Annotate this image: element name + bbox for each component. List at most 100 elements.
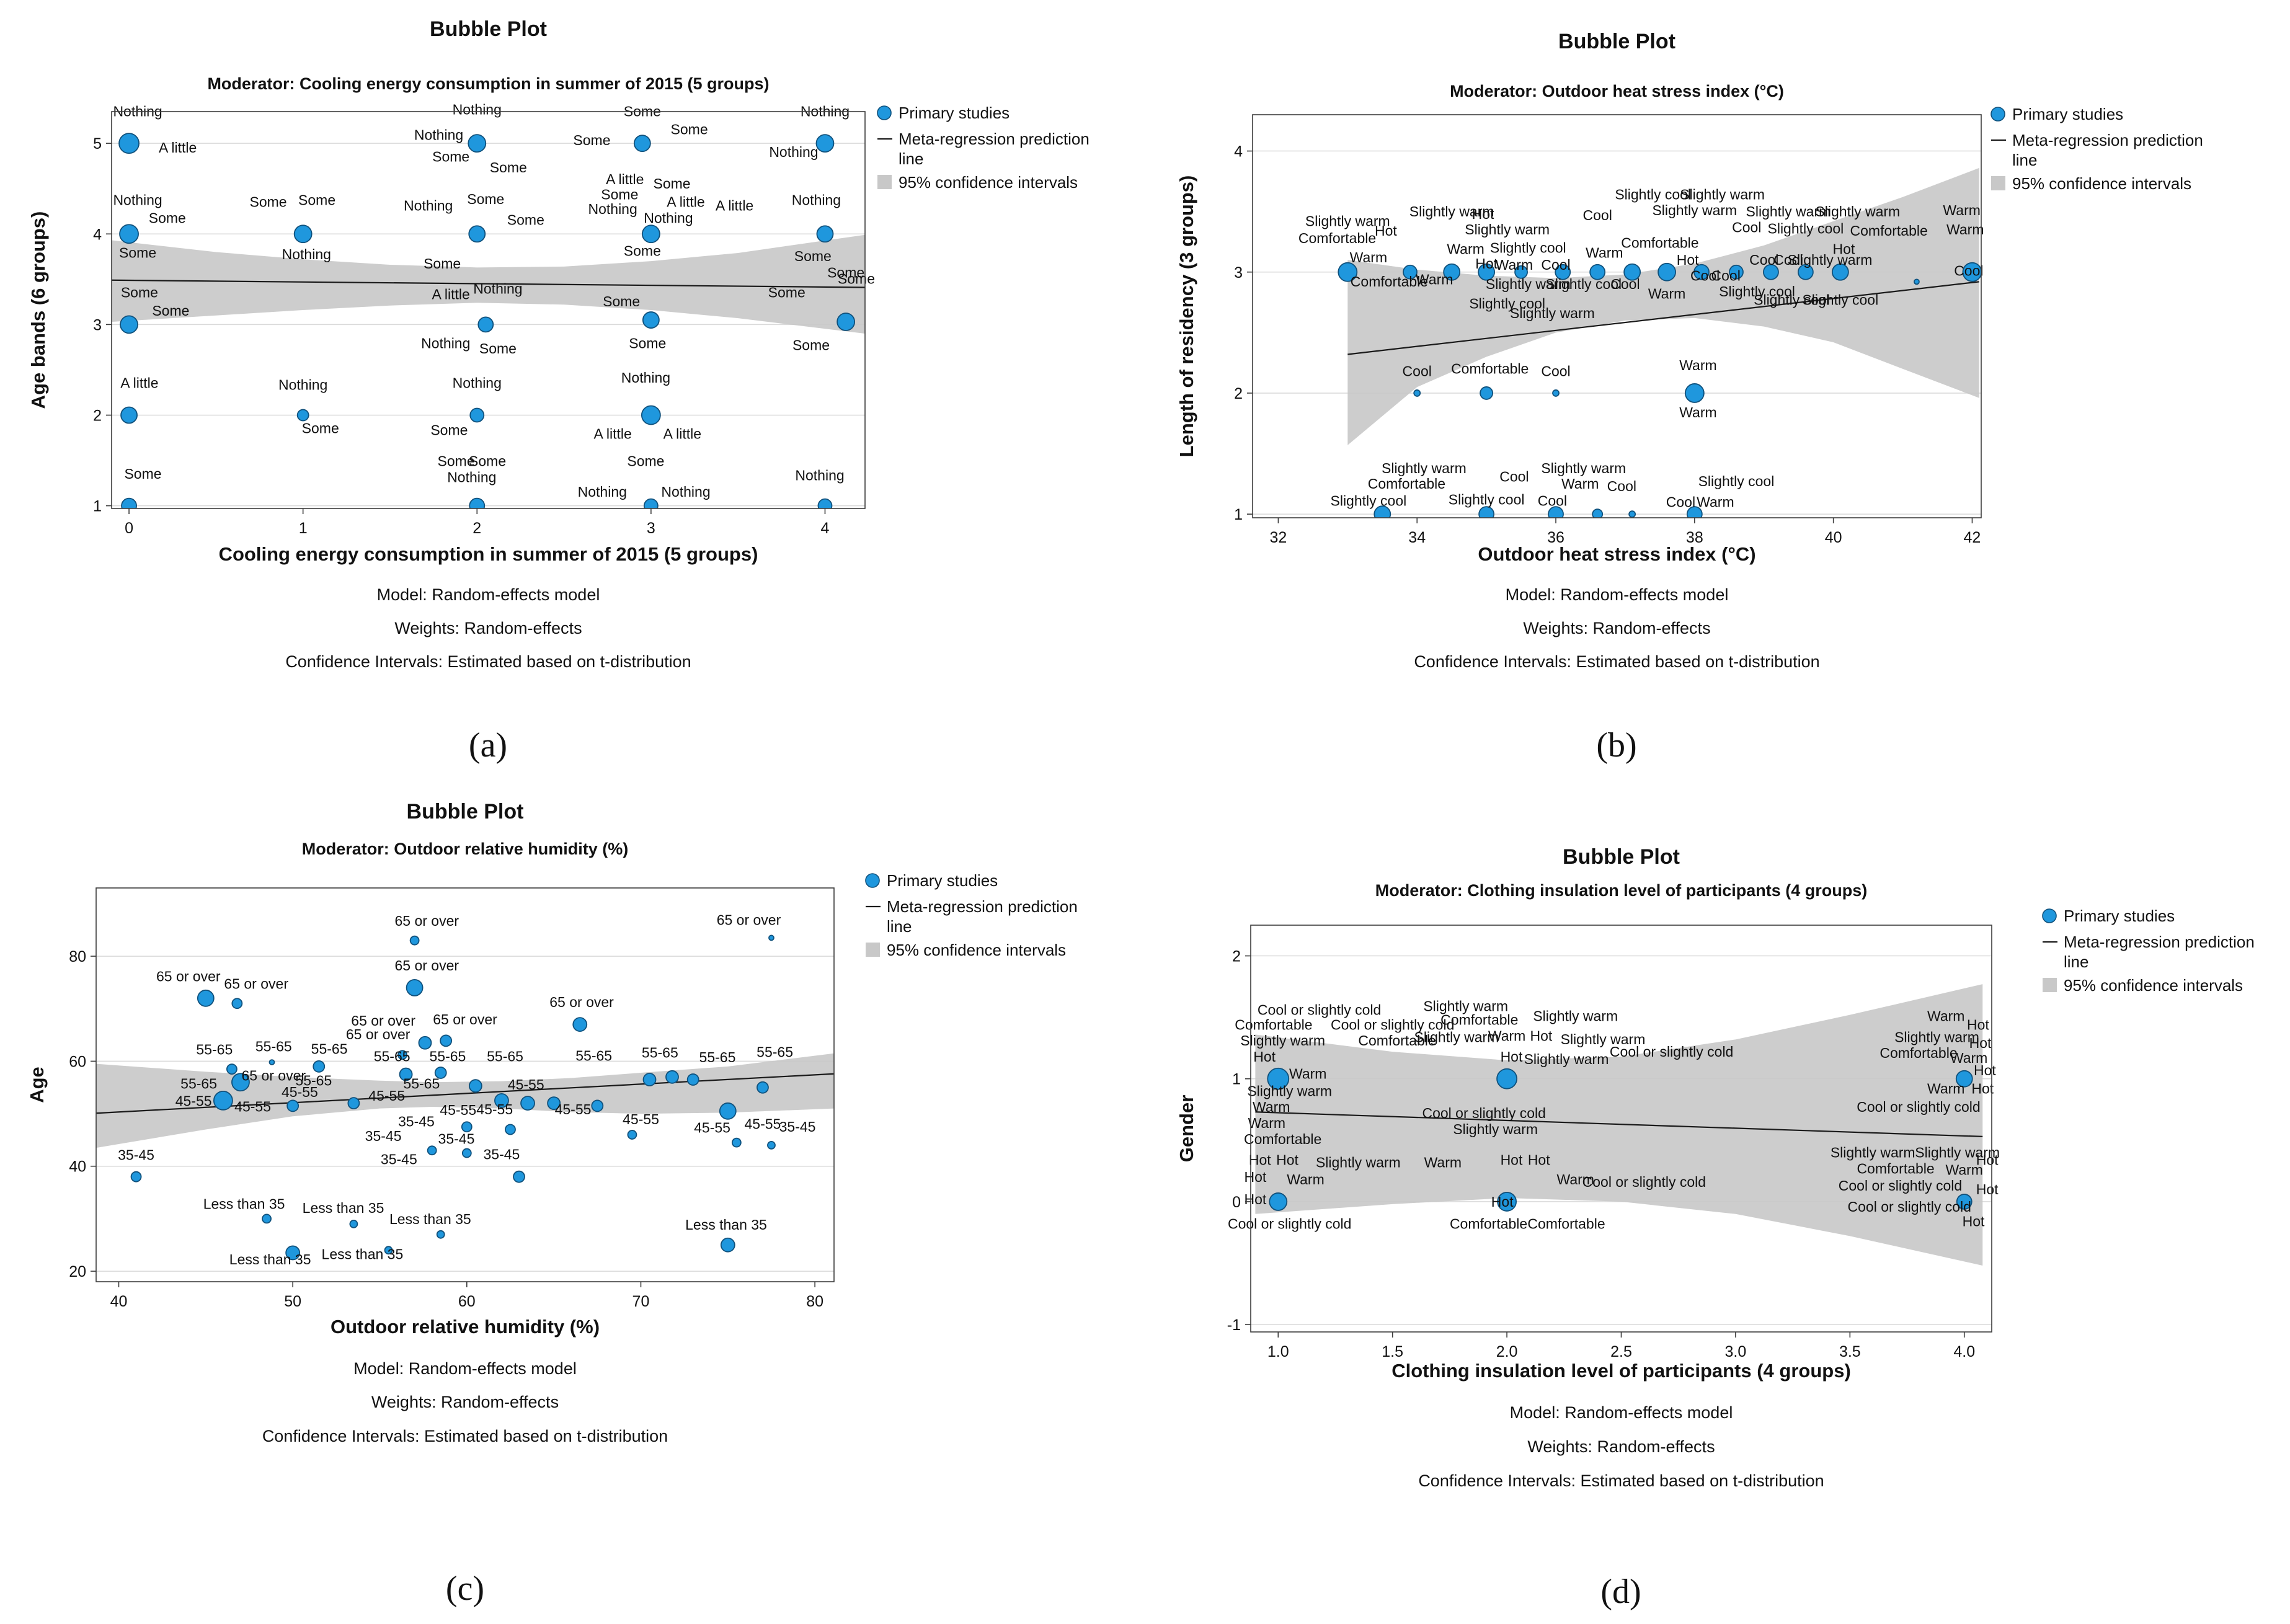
svg-text:3: 3 [1234, 264, 1243, 282]
svg-text:Some: Some [152, 303, 189, 319]
svg-text:Cool: Cool [1954, 263, 1983, 279]
svg-text:Less than 35: Less than 35 [203, 1196, 285, 1212]
svg-text:70: 70 [632, 1293, 650, 1310]
svg-text:A little: A little [432, 286, 469, 302]
svg-text:Warm: Warm [1943, 202, 1980, 218]
svg-text:Meta-regression prediction: Meta-regression prediction [2064, 933, 2255, 951]
svg-text:Comfortable: Comfortable [1879, 1045, 1957, 1061]
svg-text:34: 34 [1408, 529, 1426, 546]
svg-text:Slightly warm: Slightly warm [1746, 203, 1831, 220]
svg-text:Some: Some [627, 453, 664, 469]
svg-text:Meta-regression prediction: Meta-regression prediction [899, 130, 1090, 148]
svg-text:Less than 35: Less than 35 [303, 1200, 384, 1216]
svg-text:Slightly cool: Slightly cool [1331, 492, 1407, 508]
svg-text:45-55: 45-55 [508, 1076, 544, 1093]
svg-text:45-55: 45-55 [623, 1111, 659, 1127]
svg-text:Some: Some [249, 193, 286, 210]
svg-text:Hot: Hot [1963, 1214, 1985, 1230]
svg-text:Comfortable: Comfortable [1527, 1216, 1605, 1232]
svg-text:Some: Some [629, 335, 666, 351]
panel-b: Bubble Plot Moderator: Outdoor heat stres… [1166, 12, 2288, 788]
svg-text:4: 4 [1234, 143, 1243, 161]
svg-text:Warm: Warm [1496, 257, 1533, 273]
svg-text:Nothing: Nothing [769, 144, 818, 160]
svg-text:Hot: Hot [1491, 1194, 1514, 1210]
svg-text:95% confidence intervals: 95% confidence intervals [899, 173, 1078, 192]
svg-text:2: 2 [93, 407, 102, 424]
svg-text:Warm: Warm [1287, 1171, 1324, 1187]
svg-text:Moderator: Cooling energy cons: Moderator: Cooling energy consumption in… [207, 74, 769, 93]
svg-text:40: 40 [110, 1293, 128, 1310]
svg-text:1: 1 [1234, 506, 1243, 523]
svg-text:Model: Random-effects model: Model: Random-effects model [377, 585, 600, 604]
svg-text:Length of residency (3 groups): Length of residency (3 groups) [1176, 175, 1197, 458]
svg-text:Comfortable: Comfortable [1621, 235, 1698, 251]
svg-text:Bubble Plot: Bubble Plot [407, 800, 524, 823]
svg-text:Slightly warm: Slightly warm [1414, 1029, 1499, 1045]
svg-text:20: 20 [69, 1263, 86, 1280]
svg-text:Warm: Warm [1950, 1050, 1987, 1066]
svg-text:35-45: 35-45 [381, 1151, 417, 1167]
svg-text:Slightly warm: Slightly warm [1409, 203, 1494, 220]
svg-text:Comfortable: Comfortable [1450, 1216, 1527, 1232]
svg-text:Hot: Hot [1971, 1081, 1994, 1097]
svg-text:Warm: Warm [1648, 286, 1685, 302]
svg-text:40: 40 [1825, 529, 1842, 546]
svg-text:1: 1 [93, 498, 102, 515]
svg-text:Cool: Cool [1403, 363, 1432, 379]
svg-text:35-45: 35-45 [779, 1119, 816, 1135]
svg-text:Slightly warm: Slightly warm [1510, 305, 1595, 321]
svg-text:3.0: 3.0 [1725, 1343, 1747, 1360]
svg-text:55-65: 55-65 [699, 1049, 736, 1065]
svg-text:55-65: 55-65 [180, 1075, 217, 1091]
svg-text:Comfortable: Comfortable [1244, 1131, 1321, 1147]
svg-text:Hot: Hot [1244, 1169, 1266, 1185]
svg-text:line: line [899, 149, 923, 168]
svg-text:35-45: 35-45 [398, 1113, 435, 1129]
svg-text:Warm: Warm [1586, 244, 1623, 260]
svg-text:Warm: Warm [1488, 1027, 1525, 1044]
svg-text:Slightly cool: Slightly cool [1545, 276, 1622, 292]
svg-text:Outdoor heat stress index (°C): Outdoor heat stress index (°C) [1478, 543, 1755, 565]
svg-text:Nothing: Nothing [578, 484, 627, 500]
svg-text:Cool: Cool [1541, 257, 1570, 273]
svg-text:45-55: 45-55 [282, 1084, 318, 1100]
svg-text:Some: Some [298, 192, 335, 208]
svg-text:Some: Some [603, 293, 640, 309]
svg-text:4: 4 [93, 226, 102, 243]
svg-text:Slightly warm: Slightly warm [1382, 460, 1467, 476]
svg-text:Moderator: Outdoor heat stress: Moderator: Outdoor heat stress index (°C… [1450, 82, 1784, 100]
svg-text:55-65: 55-65 [196, 1041, 233, 1057]
svg-text:65 or over: 65 or over [433, 1011, 497, 1027]
svg-text:Cooling energy consumption in: Cooling energy consumption in summer of … [219, 543, 758, 565]
svg-text:A little: A little [120, 375, 158, 391]
svg-text:Some: Some [149, 210, 186, 226]
svg-text:Slightly cool: Slightly cool [1615, 187, 1691, 203]
svg-text:Slightly warm: Slightly warm [1305, 213, 1390, 229]
svg-text:Slightly warm: Slightly warm [1915, 1145, 2000, 1161]
svg-text:55-65: 55-65 [255, 1038, 292, 1054]
svg-text:Slightly warm: Slightly warm [1423, 998, 1508, 1014]
svg-text:A little: A little [716, 197, 753, 213]
svg-text:A little: A little [663, 425, 701, 441]
svg-text:Slightly warm: Slightly warm [1453, 1121, 1538, 1137]
svg-text:Hot: Hot [1528, 1151, 1550, 1168]
svg-text:35-45: 35-45 [365, 1128, 402, 1144]
svg-text:Model: Random-effects model: Model: Random-effects model [1506, 585, 1729, 604]
svg-text:Less than 35: Less than 35 [322, 1246, 404, 1262]
svg-text:55-65: 55-65 [642, 1044, 678, 1060]
svg-text:Warm: Warm [1416, 271, 1453, 287]
svg-text:80: 80 [69, 948, 86, 965]
svg-text:Slightly cool: Slightly cool [1490, 240, 1566, 256]
svg-text:2.0: 2.0 [1496, 1343, 1518, 1360]
svg-text:Cool or slightly cold: Cool or slightly cold [1848, 1199, 1971, 1215]
svg-text:45-55: 45-55 [175, 1093, 212, 1109]
svg-text:Confidence Intervals: Estimate: Confidence Intervals: Estimated based on… [1414, 652, 1819, 671]
svg-text:4.0: 4.0 [1953, 1343, 1975, 1360]
svg-text:Hot: Hot [1530, 1027, 1553, 1044]
svg-text:65 or over: 65 or over [351, 1013, 415, 1029]
svg-text:Meta-regression prediction: Meta-regression prediction [2012, 131, 2203, 149]
svg-text:0: 0 [125, 520, 133, 537]
svg-text:Clothing insulation level of p: Clothing insulation level of participant… [1391, 1360, 1851, 1382]
svg-text:65 or over: 65 or over [346, 1026, 411, 1042]
